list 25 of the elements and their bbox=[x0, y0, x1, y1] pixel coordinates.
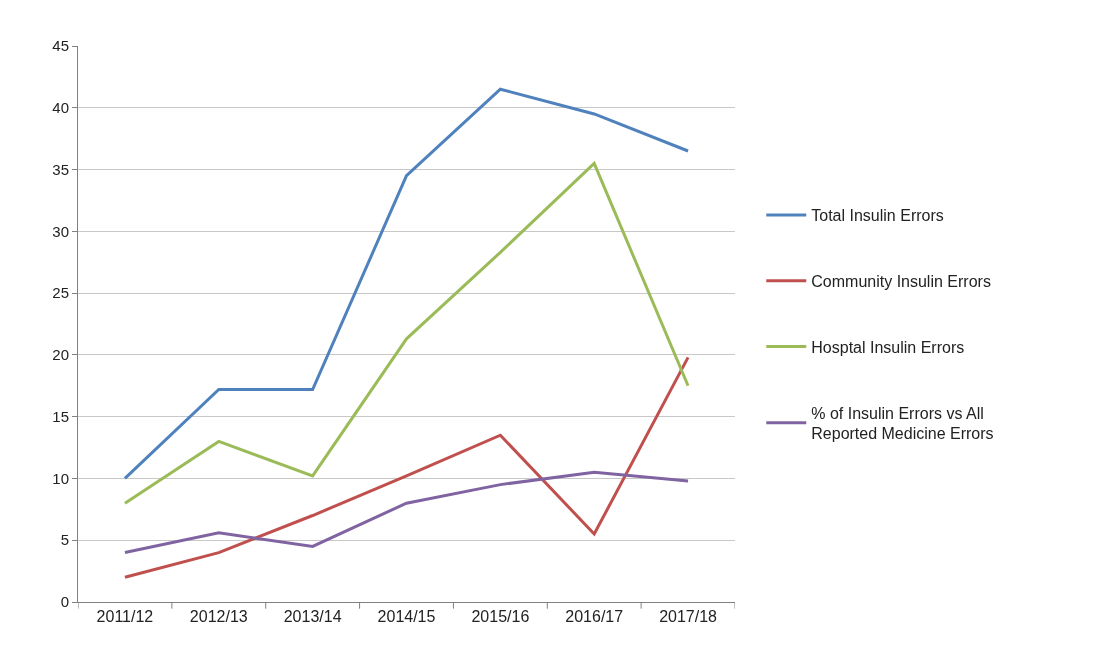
legend-label: Total Insulin Errors bbox=[811, 207, 944, 225]
legend-label: Hosptal Insulin Errors bbox=[811, 338, 965, 356]
y-tick-label: 5 bbox=[60, 531, 69, 549]
legend-label: % of Insulin Errors vs All Reported Medicine Errors bbox=[811, 404, 994, 443]
y-tick-label: 15 bbox=[52, 407, 69, 425]
x-tick-label: 2012/13 bbox=[189, 608, 248, 626]
y-tick-label: 35 bbox=[52, 160, 69, 178]
y-tick-label: 40 bbox=[52, 99, 69, 117]
x-tick-label: 2015/16 bbox=[471, 608, 530, 626]
legend-label: Community Insulin Errors bbox=[811, 272, 991, 290]
y-tick-label: 45 bbox=[52, 37, 69, 55]
y-tick-label: 30 bbox=[52, 222, 69, 240]
x-tick-label: 2016/17 bbox=[565, 608, 624, 626]
x-tick-label: 2013/14 bbox=[283, 608, 342, 626]
x-tick-label: 2011/12 bbox=[96, 608, 154, 626]
line-series bbox=[123, 470, 690, 555]
y-tick-label: 0 bbox=[60, 593, 69, 611]
line-series bbox=[123, 161, 690, 505]
line-series bbox=[123, 87, 690, 480]
y-tick-label: 25 bbox=[52, 284, 69, 302]
line-series bbox=[123, 355, 690, 579]
y-tick-label: 20 bbox=[52, 346, 69, 364]
y-tick-label: 10 bbox=[52, 469, 69, 487]
x-tick-label: 2017/18 bbox=[659, 608, 718, 626]
x-tick-label: 2014/15 bbox=[377, 608, 436, 626]
